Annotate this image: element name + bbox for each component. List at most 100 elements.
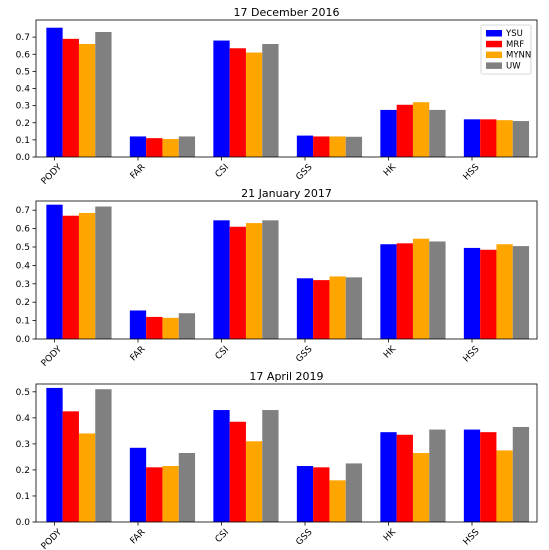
x-tick-label: HSS — [462, 527, 482, 547]
bar-uw-pody — [95, 206, 112, 339]
bar-mynn-csi — [245, 52, 263, 157]
bar-mrf-hk — [396, 434, 413, 522]
bar-mynn-gss — [329, 480, 346, 522]
y-tick-label: 0.5 — [16, 388, 30, 398]
x-tick-label: CSI — [214, 528, 231, 545]
x-tick-label: CSI — [214, 163, 231, 180]
chart-title: 17 April 2019 — [249, 370, 323, 383]
legend-label-uw: UW — [506, 61, 521, 71]
y-tick-label: 0.4 — [16, 261, 31, 271]
bar-ysu-hk — [380, 244, 397, 339]
bar-mrf-far — [146, 316, 163, 339]
bar-mrf-pody — [62, 215, 79, 339]
bar-uw-hk — [429, 109, 446, 157]
x-tick-label: CSI — [214, 345, 231, 362]
bar-mrf-hss — [480, 119, 497, 157]
bar-ysu-hss — [463, 247, 481, 339]
x-tick-label: GSS — [294, 162, 314, 182]
x-tick-label: PODY — [40, 527, 65, 550]
bar-mynn-gss — [329, 136, 346, 157]
bar-ysu-far — [129, 310, 147, 339]
bar-ysu-csi — [213, 410, 230, 522]
bar-mrf-far — [146, 138, 163, 157]
y-tick-label: 0.1 — [16, 136, 30, 146]
y-tick-label: 0.7 — [16, 33, 30, 43]
bar-mynn-pody — [78, 212, 96, 339]
chart-title: 21 January 2017 — [241, 187, 332, 200]
y-tick-label: 0.0 — [16, 153, 31, 163]
bar-mrf-csi — [229, 226, 246, 339]
legend-swatch-ysu — [486, 30, 502, 37]
bar-mynn-far — [162, 466, 179, 522]
x-tick-label: FAR — [129, 345, 148, 364]
y-tick-label: 0.1 — [16, 492, 30, 502]
bar-ysu-gss — [296, 278, 314, 339]
x-tick-label: HK — [382, 527, 399, 544]
x-tick-label: HK — [382, 162, 399, 179]
bar-uw-far — [178, 453, 196, 522]
x-tick-label: HK — [382, 344, 399, 361]
y-tick-label: 0.3 — [16, 440, 30, 450]
bar-uw-csi — [262, 410, 279, 522]
bar-ysu-gss — [296, 466, 314, 522]
x-tick-label: GSS — [294, 527, 314, 547]
bar-mynn-far — [162, 317, 179, 339]
y-tick-label: 0.3 — [16, 280, 30, 290]
y-tick-label: 0.1 — [16, 317, 30, 327]
x-tick-label: HSS — [462, 344, 482, 364]
bar-mrf-hk — [396, 243, 413, 339]
bar-uw-pody — [95, 389, 112, 522]
bar-uw-gss — [345, 136, 363, 157]
bar-mynn-hss — [496, 450, 513, 522]
bar-mrf-gss — [313, 467, 330, 522]
bar-mrf-far — [146, 467, 163, 522]
y-tick-label: 0.4 — [16, 85, 31, 95]
legend-swatch-uw — [486, 62, 502, 69]
y-tick-label: 0.6 — [16, 50, 31, 60]
bar-mrf-gss — [313, 136, 330, 157]
legend-label-mynn: MYNN — [506, 51, 531, 61]
bar-mynn-hk — [412, 453, 430, 522]
plot-frame — [35, 19, 538, 158]
bar-uw-hss — [512, 246, 530, 339]
bar-mrf-pody — [62, 411, 79, 522]
bar-ysu-gss — [296, 135, 314, 157]
bar-mrf-hss — [480, 249, 497, 339]
bar-uw-far — [178, 313, 196, 339]
y-tick-label: 0.4 — [16, 414, 31, 424]
bar-ysu-hk — [380, 109, 397, 157]
bar-mynn-hss — [496, 244, 513, 339]
y-tick-label: 0.5 — [16, 67, 30, 77]
bar-uw-csi — [262, 43, 279, 158]
y-tick-label: 0.7 — [16, 206, 30, 216]
chart-panel-2: 21 January 2017 PODY FAR CSI GSS HK HSS 0.0 0.1 0… — [16, 187, 538, 369]
bar-mrf-hk — [396, 104, 413, 157]
bar-mynn-pody — [78, 433, 96, 522]
bar-mrf-csi — [229, 48, 246, 158]
bar-ysu-csi — [213, 220, 230, 339]
bar-mynn-hk — [412, 102, 430, 157]
y-tick-label: 0.3 — [16, 102, 30, 112]
bar-ysu-csi — [213, 40, 230, 157]
bar-uw-far — [178, 136, 196, 157]
bar-mynn-gss — [329, 276, 346, 339]
bar-mynn-csi — [245, 441, 263, 522]
bar-ysu-hk — [380, 432, 397, 522]
bar-uw-hss — [512, 426, 530, 522]
x-tick-label: FAR — [129, 163, 148, 182]
x-tick-label: FAR — [129, 528, 148, 547]
bar-uw-hss — [512, 121, 530, 157]
bar-mrf-gss — [313, 280, 330, 339]
chart-panel-3: 17 April 2019 PODY FAR CSI GSS HK HSS 0.0 0.1 0.2… — [16, 370, 538, 550]
bar-mynn-far — [162, 139, 179, 157]
x-tick-label: HSS — [462, 162, 482, 182]
legend-box — [480, 24, 532, 75]
bar-mrf-hss — [480, 432, 497, 522]
legend-label-mrf: MRF — [506, 40, 524, 50]
bar-ysu-pody — [46, 27, 63, 158]
x-tick-label: GSS — [294, 344, 314, 364]
bar-uw-hk — [429, 429, 446, 522]
y-tick-label: 0.2 — [16, 298, 30, 308]
